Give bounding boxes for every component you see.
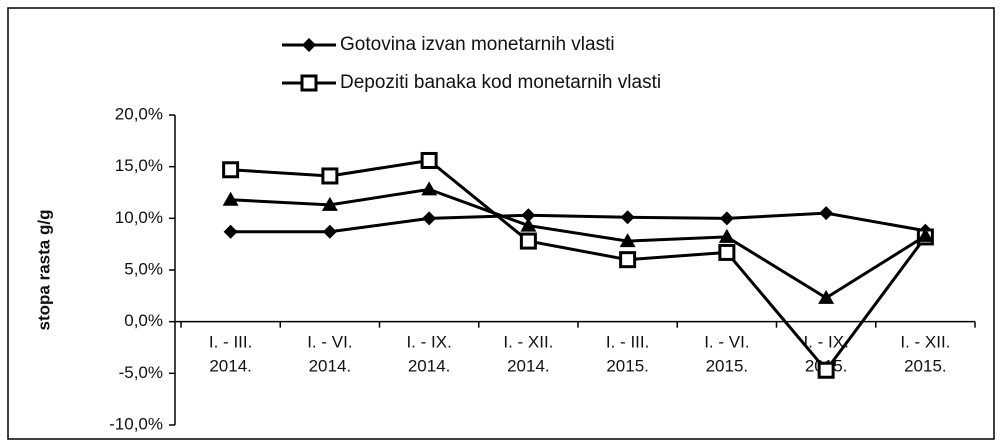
series-line [230,187,927,300]
x-tick-label: I. - XII. 2014. [503,333,553,376]
x-tick-label-line: 2014. [408,357,451,376]
legend-label: Gotovina izvan monetarnih vlasti [340,34,615,55]
x-tick-label-line: 2015. [904,357,947,376]
series-line [230,211,926,234]
y-tick-label: 15,0% [115,156,163,175]
marker [321,196,338,211]
marker [520,217,537,232]
x-tick-label: I. - III. 2015. [606,333,649,376]
marker [620,210,635,225]
x-tick-label-line: I. - IX. [406,333,451,352]
legend-label: Depoziti banaka kod monetarnih vlasti [340,72,661,93]
marker [300,74,318,92]
x-tick-label-line: I. - IX. [803,333,848,352]
marker [302,38,316,52]
x-tick-label-line: 2014. [209,357,252,376]
y-tick-label: 20,0% [115,104,163,123]
marker [817,361,835,379]
marker [222,191,239,206]
x-tick-label: I. - III. 2014. [209,333,252,376]
marker [718,243,736,261]
marker [619,251,637,269]
x-tick-label-line: I. - VI. [307,333,352,352]
marker [222,161,240,179]
x-tick-label: I. - VI. 2014. [307,333,352,376]
x-tick-label-line: I. - VI. [704,333,749,352]
y-tick-label: -5,0% [119,363,163,382]
y-axis-label: stopa rasta g/g [34,210,53,331]
marker [223,224,238,239]
x-tick-label-line: 2014. [507,357,550,376]
y-tick-label: 0,0% [124,311,163,330]
x-tick-label-line: I. - III. [606,333,649,352]
marker [718,228,735,243]
marker [619,233,636,248]
marker [322,224,337,239]
marker [521,208,536,223]
x-tick-label-line: I. - III. [209,333,252,352]
x-tick-label-line: I. - XII. [503,333,553,352]
marker [819,206,834,221]
marker [321,167,339,185]
x-tick-label-line: 2014. [309,357,352,376]
y-tick-label: 10,0% [115,208,163,227]
y-tick-label: -10,0% [109,414,163,433]
x-tick-label-line: 2015. [706,357,749,376]
x-tick-label-line: 2015. [606,357,649,376]
series-line [230,158,927,373]
y-tick-label: 5,0% [124,259,163,278]
marker [421,181,438,196]
marker [519,232,537,250]
marker [917,227,934,242]
x-tick-label: I. - IX. 2014. [406,333,451,376]
x-tick-label: I. - XII. 2015. [900,333,950,376]
marker [420,151,438,169]
x-tick-label-line: I. - XII. [900,333,950,352]
x-tick-label: I. - VI. 2015. [704,333,749,376]
marker [719,211,734,226]
frame [7,7,995,440]
marker [422,211,437,226]
marker [818,289,835,304]
